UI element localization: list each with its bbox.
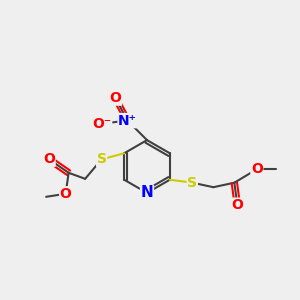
Text: S: S [97,152,106,166]
Text: O: O [60,187,72,201]
Text: N: N [141,185,153,200]
Text: O: O [110,91,122,105]
Text: N⁺: N⁺ [118,114,137,128]
Text: O: O [43,152,55,166]
Text: S: S [188,176,197,190]
Text: O: O [231,198,243,212]
Text: O⁻: O⁻ [92,117,112,130]
Text: O: O [251,162,263,176]
